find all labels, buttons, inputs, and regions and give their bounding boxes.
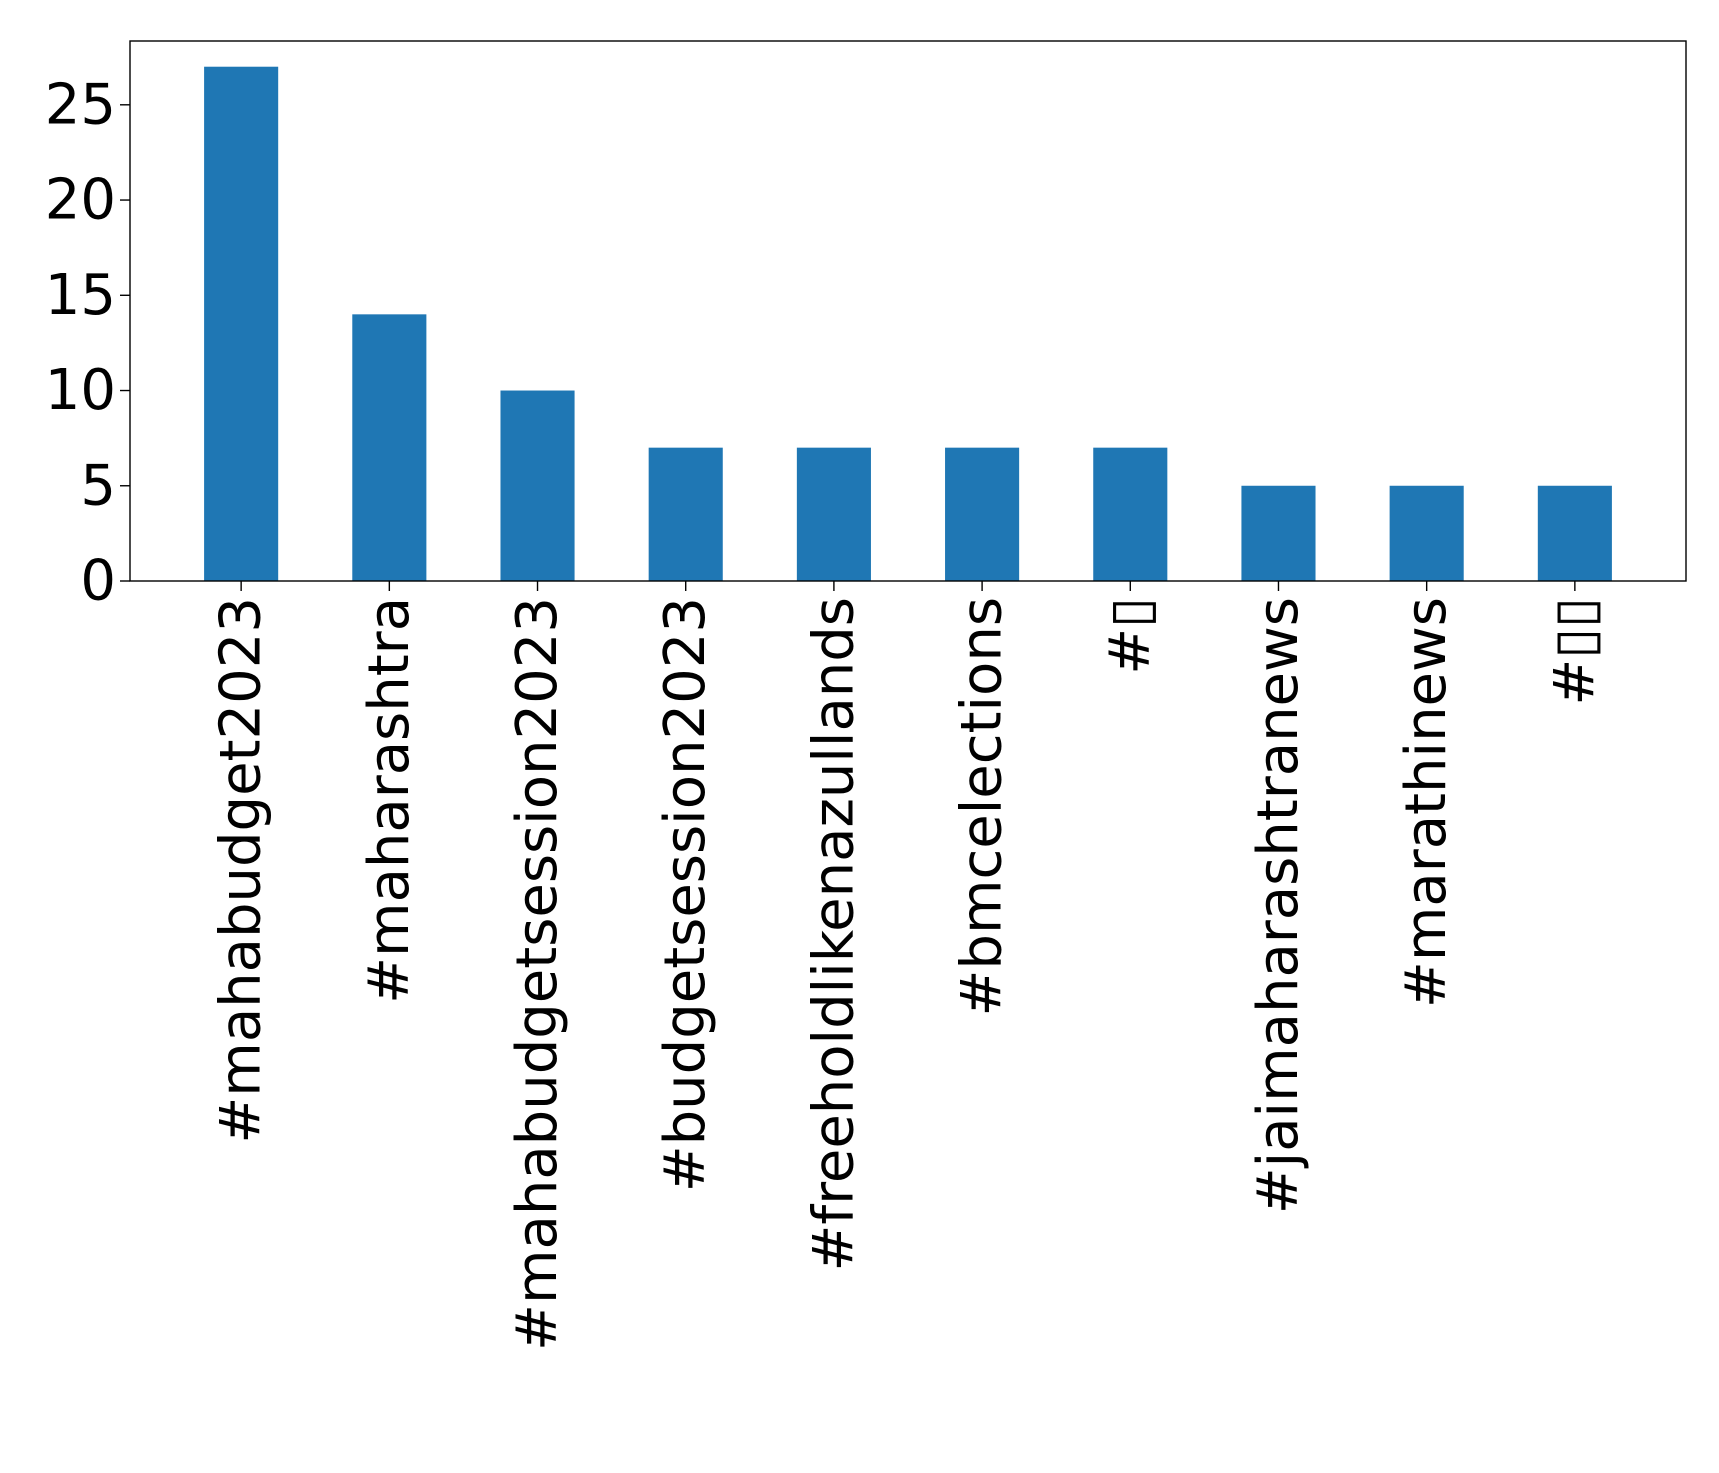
y-tick-label-0: 0 — [80, 549, 116, 614]
bar-2 — [500, 390, 575, 581]
bar-7 — [1241, 485, 1316, 581]
x-tick-label-4: #freeholdlikenazullands — [801, 597, 866, 1272]
x-axis: #mahabudget2023 #maharashtra #mahabudgetse… — [209, 581, 1607, 1351]
x-tick-label-6: #▯ — [1098, 597, 1163, 675]
x-tick-label-8: #marathinews — [1394, 597, 1459, 1008]
y-tick-label-3: 15 — [45, 263, 116, 328]
x-tick-label-0: #mahabudget2023 — [209, 597, 274, 1144]
bar-9 — [1537, 485, 1612, 581]
bar-3 — [648, 447, 723, 581]
x-tick-label-5: #bmcelections — [950, 597, 1015, 1017]
y-tick-label-1: 5 — [80, 453, 116, 518]
x-tick-label-7: #jaimaharashtranews — [1246, 597, 1311, 1214]
x-tick-label-1: #maharashtra — [357, 597, 422, 1004]
bars-layer — [204, 66, 1612, 581]
bar-8 — [1389, 485, 1464, 581]
bar-6 — [1093, 447, 1168, 581]
bar-4 — [796, 447, 871, 581]
x-tick-label-9: #▯▯ — [1542, 597, 1607, 706]
x-tick-label-2: #mahabudgetsession2023 — [505, 597, 570, 1351]
bar-1 — [352, 314, 427, 581]
y-tick-label-4: 20 — [45, 168, 116, 233]
y-tick-label-5: 25 — [45, 72, 116, 137]
plot-frame — [129, 40, 1687, 582]
bar-0 — [204, 66, 279, 581]
bar-5 — [945, 447, 1020, 581]
y-tick-label-2: 10 — [45, 358, 116, 423]
y-axis: 0 5 10 15 20 25 — [45, 72, 130, 614]
x-tick-label-3: #budgetsession2023 — [653, 597, 718, 1192]
